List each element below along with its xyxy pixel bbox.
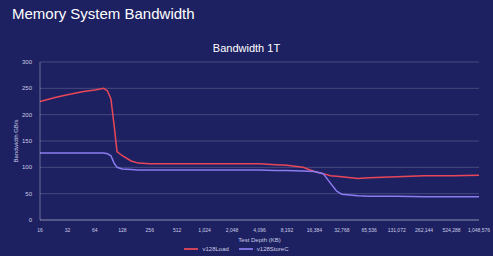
html-text:Bandwidth 1T: Bandwidth 1T — [212, 42, 281, 54]
svg-text:32: 32 — [65, 227, 71, 233]
svg-text:Test Depth (KB): Test Depth (KB) — [238, 237, 280, 243]
html-text:Memory System Bandwidth: Memory System Bandwidth — [12, 5, 195, 22]
svg-text:100: 100 — [22, 164, 33, 170]
svg-text:250: 250 — [22, 85, 33, 91]
svg-text:32,768: 32,768 — [334, 227, 350, 233]
svg-text:256: 256 — [146, 227, 155, 233]
svg-text:2,048: 2,048 — [226, 227, 239, 233]
svg-text:300: 300 — [22, 59, 33, 65]
svg-text:0: 0 — [29, 217, 33, 223]
svg-text:1,024: 1,024 — [198, 227, 211, 233]
html-text:v128Load: v128Load — [202, 245, 229, 252]
svg-text:1,048,576: 1,048,576 — [468, 227, 485, 233]
svg-text:512: 512 — [173, 227, 182, 233]
svg-text:8,192: 8,192 — [281, 227, 294, 233]
svg-text:64: 64 — [92, 227, 98, 233]
svg-text:524,288: 524,288 — [443, 227, 461, 233]
svg-text:131,072: 131,072 — [388, 227, 406, 233]
html-text:v128StoreC: v128StoreC — [256, 245, 289, 252]
svg-text:50: 50 — [25, 191, 32, 197]
svg-text:Bandwidth GB/s: Bandwidth GB/s — [13, 119, 19, 162]
svg-text:128: 128 — [118, 227, 127, 233]
svg-text:65,536: 65,536 — [362, 227, 378, 233]
svg-text:4,096: 4,096 — [253, 227, 266, 233]
svg-text:200: 200 — [22, 112, 33, 118]
svg-text:262,144: 262,144 — [415, 227, 433, 233]
svg-text:16,384: 16,384 — [307, 227, 323, 233]
svg-text:150: 150 — [22, 138, 33, 144]
svg-text:16: 16 — [37, 227, 43, 233]
